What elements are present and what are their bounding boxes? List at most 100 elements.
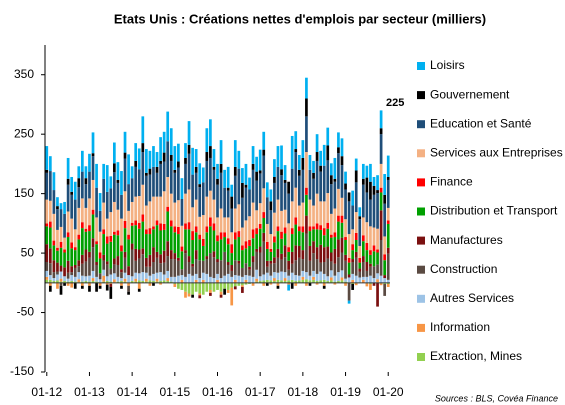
bar-segment — [280, 175, 283, 211]
bar-segment — [344, 240, 347, 255]
bar-segment — [258, 203, 262, 224]
bar-segment — [223, 237, 226, 252]
bar-segment — [194, 199, 198, 227]
bar-segment — [205, 160, 209, 197]
bar-segment — [333, 232, 337, 238]
bar-segment — [255, 234, 258, 249]
bar-segment — [251, 238, 255, 257]
bar-segment — [105, 236, 109, 244]
bar-segment — [180, 269, 184, 276]
bar-segment — [319, 244, 322, 263]
bar-segment — [113, 234, 116, 259]
bar-segment — [63, 281, 66, 283]
bar-segment — [354, 251, 358, 258]
bar-segment — [365, 222, 369, 243]
bar-segment — [205, 256, 209, 260]
bar-segment — [276, 279, 280, 283]
bar-segment — [226, 264, 230, 274]
bar-segment — [45, 244, 49, 263]
bar-segment — [361, 256, 365, 263]
bar-segment — [351, 190, 355, 206]
bar-segment — [219, 291, 223, 295]
bar-segment — [88, 171, 91, 199]
bar-segment — [127, 184, 130, 211]
bar-segment — [130, 281, 134, 283]
bar-segment — [166, 278, 170, 282]
bar-segment — [198, 234, 202, 240]
bar-segment — [187, 121, 191, 145]
bar-segment — [45, 262, 49, 271]
bar-segment — [88, 275, 91, 282]
bar-segment — [329, 213, 333, 235]
bar-segment — [66, 178, 70, 185]
bar-segment — [244, 220, 248, 242]
bar-segment — [287, 282, 290, 285]
bar-segment — [315, 259, 319, 274]
bar-segment — [137, 148, 141, 170]
bar-segment — [137, 280, 141, 283]
bar-segment — [255, 269, 258, 279]
bar-segment — [73, 199, 77, 230]
bar-segment — [265, 266, 269, 273]
bar-segment — [216, 241, 219, 260]
bar-segment — [276, 257, 280, 273]
bar-segment — [77, 272, 81, 280]
bar-segment — [155, 281, 159, 283]
bar-segment — [145, 266, 148, 273]
bar-segment — [48, 156, 52, 172]
bar-segment — [216, 282, 219, 290]
bar-segment — [297, 280, 301, 283]
bar-segment — [312, 172, 315, 179]
bar-segment — [59, 247, 63, 266]
bar-segment — [219, 140, 223, 164]
bar-segment — [194, 172, 198, 200]
bar-segment — [80, 275, 84, 282]
legend-label: Construction — [430, 262, 497, 276]
bar-segment — [91, 281, 95, 283]
bar-segment — [340, 197, 344, 216]
bar-segment — [98, 279, 102, 283]
bar-segment — [102, 281, 106, 283]
bar-segment — [137, 273, 141, 281]
bar-segment — [134, 260, 138, 273]
bar-segment — [361, 276, 365, 280]
bar-segment — [372, 227, 376, 246]
bar-segment — [70, 218, 74, 243]
bar-segment — [130, 243, 134, 250]
bar-segment — [98, 231, 102, 253]
bar-segment — [116, 276, 120, 282]
bar-segment — [319, 229, 322, 245]
legend-label: Information — [430, 320, 490, 334]
bar-segment — [130, 225, 134, 244]
bar-segment — [244, 279, 248, 283]
bar-segment — [376, 228, 379, 250]
bar-segment — [109, 284, 113, 287]
bar-segment — [276, 272, 280, 280]
bar-segment — [255, 156, 258, 172]
bar-segment — [322, 262, 326, 274]
bar-segment — [241, 168, 244, 183]
bar-segment — [258, 246, 262, 253]
bar-segment — [365, 276, 369, 283]
bar-segment — [63, 213, 66, 238]
bar-segment — [283, 281, 287, 283]
bar-segment — [169, 281, 173, 283]
bar-segment — [88, 251, 91, 258]
bar-segment — [326, 281, 330, 283]
bar-segment — [326, 127, 330, 146]
bar-segment — [269, 282, 273, 285]
bar-segment — [166, 281, 170, 283]
bar-segment — [116, 182, 120, 210]
bar-segment — [141, 184, 145, 215]
bar-segment — [130, 249, 134, 277]
bar-segment — [361, 178, 365, 185]
bar-segment — [294, 282, 298, 286]
bar-segment — [102, 178, 106, 203]
bar-segment — [145, 172, 148, 176]
bar-segment — [56, 280, 59, 283]
bar-segment — [113, 231, 116, 235]
bar-segment — [237, 263, 241, 276]
bar-segment — [290, 234, 294, 252]
bar-segment — [322, 282, 326, 286]
bar-segment — [102, 254, 106, 261]
